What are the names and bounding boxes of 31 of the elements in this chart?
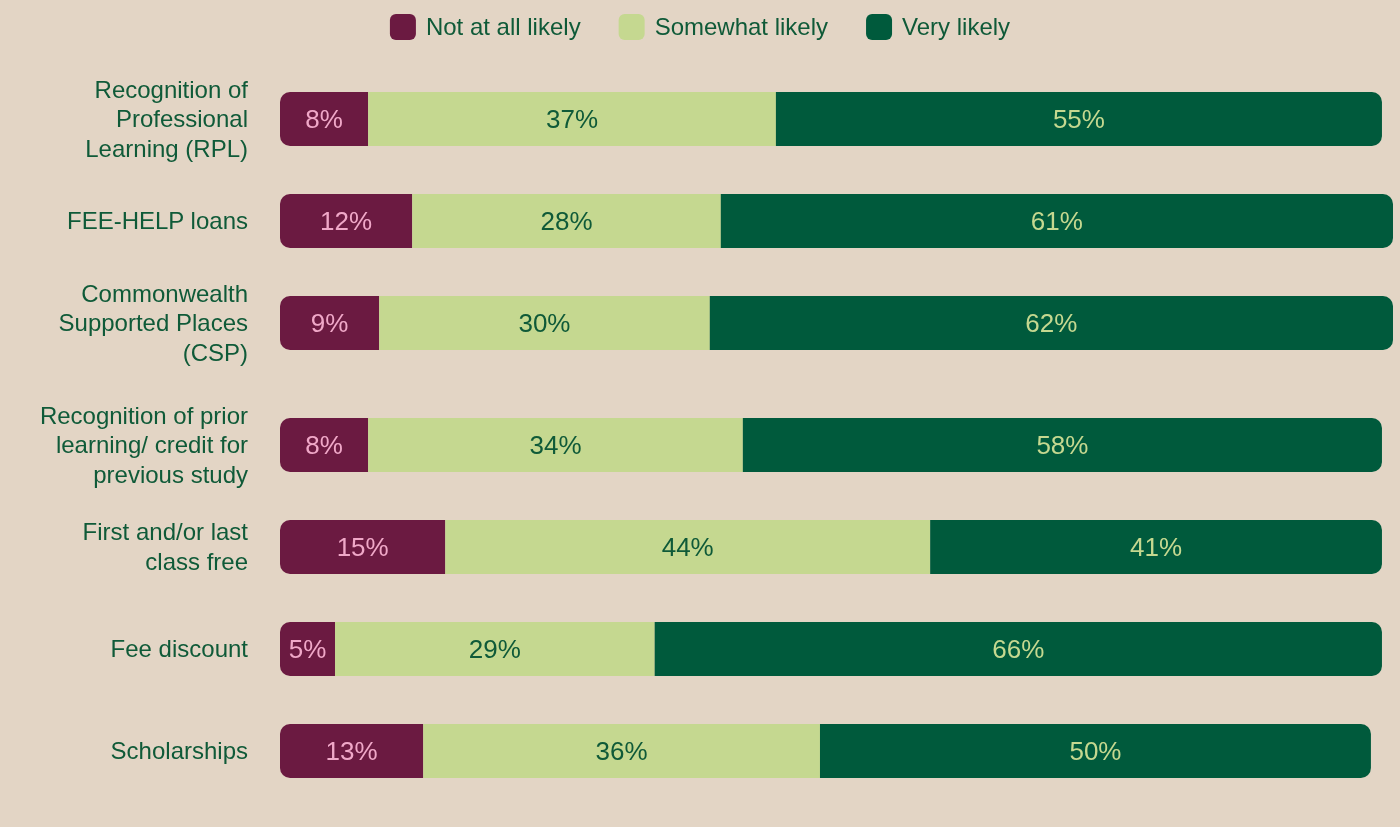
data-label: 36%	[595, 736, 648, 766]
legend-label: Very likely	[902, 13, 1011, 40]
y-tick-label: FEE-HELP loans	[67, 207, 248, 234]
y-tick-label: Recognition of prior learning/ credit for previous study	[39, 401, 249, 488]
data-label: 15%	[336, 532, 389, 562]
y-tick-label: Fee discount	[110, 635, 249, 662]
data-label: 61%	[1030, 206, 1083, 236]
y-tick-label: First and/or last class free	[82, 518, 249, 575]
data-label: 37%	[546, 104, 599, 134]
y-tick-label: Commonwealth Supported Places (CSP)	[58, 279, 248, 366]
data-label: 55%	[1052, 104, 1105, 134]
data-label: 8%	[305, 430, 343, 460]
y-tick-label: Recognition of Professional Learning (RPL)	[85, 75, 249, 162]
data-label: 5%	[288, 634, 327, 664]
data-label: 62%	[1025, 308, 1078, 338]
data-label: 29%	[468, 634, 521, 664]
data-label: 50%	[1069, 736, 1122, 766]
data-label: 12%	[320, 206, 373, 236]
data-label: 58%	[1036, 430, 1089, 460]
y-tick-label: Scholarships	[110, 737, 248, 764]
data-label: 66%	[992, 634, 1045, 664]
data-label: 9%	[310, 308, 349, 338]
data-label: 30%	[518, 308, 571, 338]
data-label: 13%	[325, 736, 378, 766]
legend-label: Somewhat likely	[654, 13, 829, 40]
data-label: 28%	[540, 206, 593, 236]
data-label: 8%	[305, 104, 343, 134]
data-label: 44%	[661, 532, 714, 562]
data-label: 34%	[529, 430, 582, 460]
data-label: 41%	[1130, 532, 1183, 562]
legend-label: Not at all likely	[425, 13, 581, 40]
